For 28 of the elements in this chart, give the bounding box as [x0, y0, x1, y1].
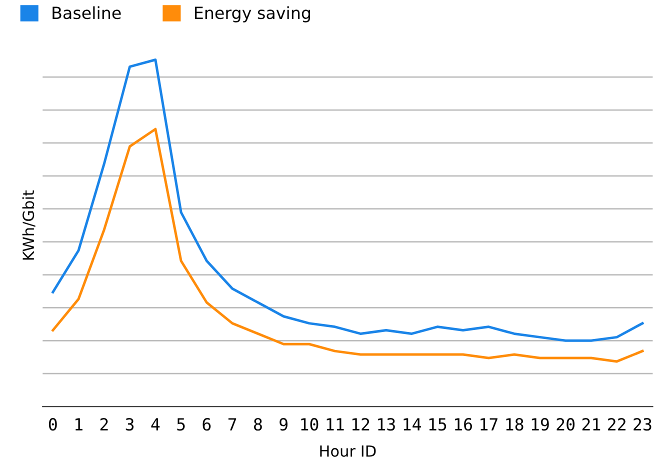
x-tick-label: 21	[582, 418, 600, 430]
x-tick-label: 10	[301, 418, 318, 431]
x-tick-label: 9	[280, 418, 288, 431]
x-tick-label: 17	[480, 418, 498, 430]
y-axis-title: KWh/Gbit	[22, 190, 36, 260]
x-tick-label: 16	[455, 418, 472, 431]
x-tick-label: 7	[228, 418, 236, 430]
x-tick-label: 2	[100, 418, 108, 430]
x-tick-label: 3	[126, 418, 134, 431]
x-tick-label: 8	[254, 418, 262, 431]
legend-label: Baseline	[52, 6, 121, 20]
x-tick-label: 22	[608, 418, 626, 430]
x-tick-label: 23	[634, 418, 652, 431]
x-tick-label: 1	[76, 418, 82, 430]
x-tick-label: 13	[378, 418, 395, 431]
x-tick-label: 19	[532, 418, 549, 431]
x-tick-label: 15	[429, 418, 446, 431]
x-axis-title: Hour ID	[320, 445, 376, 457]
x-tick-label: 20	[556, 418, 575, 431]
x-tick-label: 5	[177, 418, 185, 431]
x-tick-label: 0	[48, 418, 57, 431]
x-tick-label: 4	[151, 418, 160, 430]
legend-label: Energy saving	[195, 6, 310, 22]
x-tick-label: 12	[352, 418, 370, 430]
x-tick-label: 14	[404, 418, 421, 430]
x-tick-label: 11	[326, 418, 344, 430]
x-tick-label: 6	[202, 418, 211, 431]
x-tick-label: 18	[506, 418, 524, 431]
